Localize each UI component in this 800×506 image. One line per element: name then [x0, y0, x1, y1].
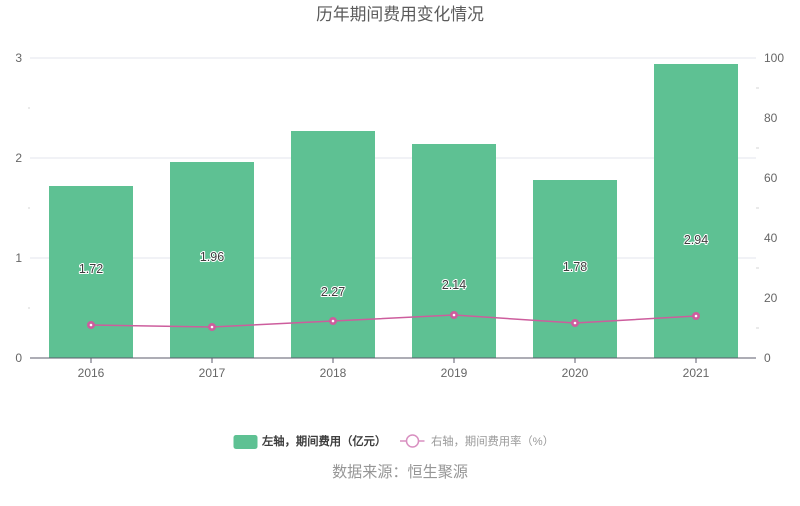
svg-text:1.72: 1.72 [79, 262, 103, 276]
svg-text:40: 40 [764, 231, 778, 245]
svg-text:60: 60 [764, 171, 778, 185]
svg-text:左轴，期间费用（亿元）: 左轴，期间费用（亿元） [261, 434, 386, 448]
svg-text:2.14: 2.14 [442, 278, 466, 292]
svg-text:0: 0 [764, 351, 771, 365]
svg-text:2017: 2017 [199, 366, 226, 380]
svg-text:2019: 2019 [441, 366, 468, 380]
svg-text:1.78: 1.78 [563, 260, 587, 274]
svg-text:2020: 2020 [562, 366, 589, 380]
svg-text:0: 0 [15, 351, 22, 365]
svg-text:1: 1 [15, 251, 22, 265]
svg-text:2016: 2016 [78, 366, 105, 380]
svg-text:2.27: 2.27 [321, 285, 345, 299]
svg-text:数据来源：恒生聚源: 数据来源：恒生聚源 [332, 464, 468, 481]
svg-text:100: 100 [764, 51, 784, 65]
svg-text:80: 80 [764, 111, 778, 125]
svg-text:3: 3 [15, 51, 22, 65]
svg-text:20: 20 [764, 291, 778, 305]
svg-text:2.94: 2.94 [684, 233, 708, 247]
svg-text:1.96: 1.96 [200, 250, 224, 264]
svg-text:2018: 2018 [320, 366, 347, 380]
svg-text:历年期间费用变化情况: 历年期间费用变化情况 [316, 5, 484, 24]
svg-text:2021: 2021 [683, 366, 710, 380]
svg-text:右轴，期间费用率（%）: 右轴，期间费用率（%） [431, 434, 554, 448]
svg-text:2: 2 [15, 151, 22, 165]
